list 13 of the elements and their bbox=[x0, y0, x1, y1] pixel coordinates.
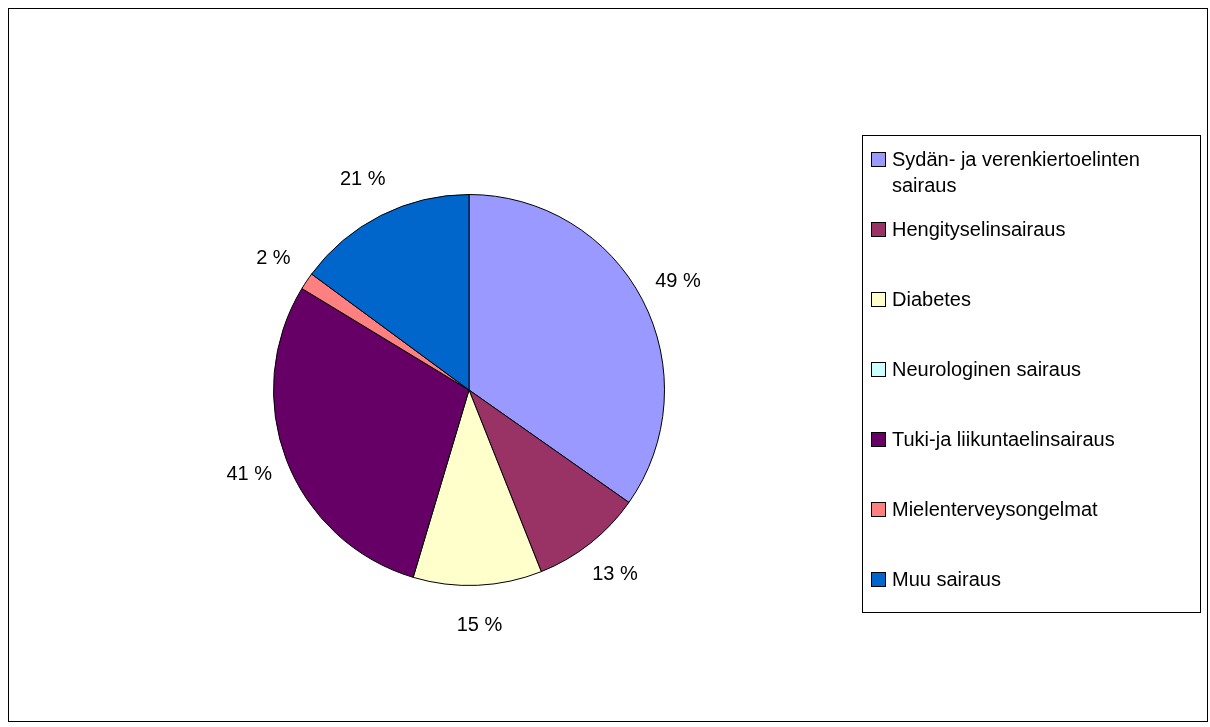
legend-label: Tuki-ja liikuntaelinsairaus bbox=[892, 427, 1115, 452]
data-label: 49 % bbox=[655, 268, 701, 291]
data-label: 15 % bbox=[456, 612, 503, 635]
legend-label: Neurologinen sairaus bbox=[892, 357, 1082, 382]
legend-label: Muu sairaus bbox=[892, 567, 1001, 592]
legend-label: Hengityselinsairaus bbox=[892, 217, 1066, 242]
data-label: 41 % bbox=[226, 462, 273, 485]
legend-label: Mielenterveysongelmat bbox=[892, 497, 1098, 522]
data-label: 2 % bbox=[256, 246, 291, 269]
legend-label: Sydän- ja verenkiertoelinten sairaus bbox=[892, 147, 1141, 198]
legend-label: Diabetes bbox=[892, 287, 971, 312]
data-label: 13 % bbox=[592, 562, 638, 585]
data-label: 21 % bbox=[339, 167, 386, 190]
